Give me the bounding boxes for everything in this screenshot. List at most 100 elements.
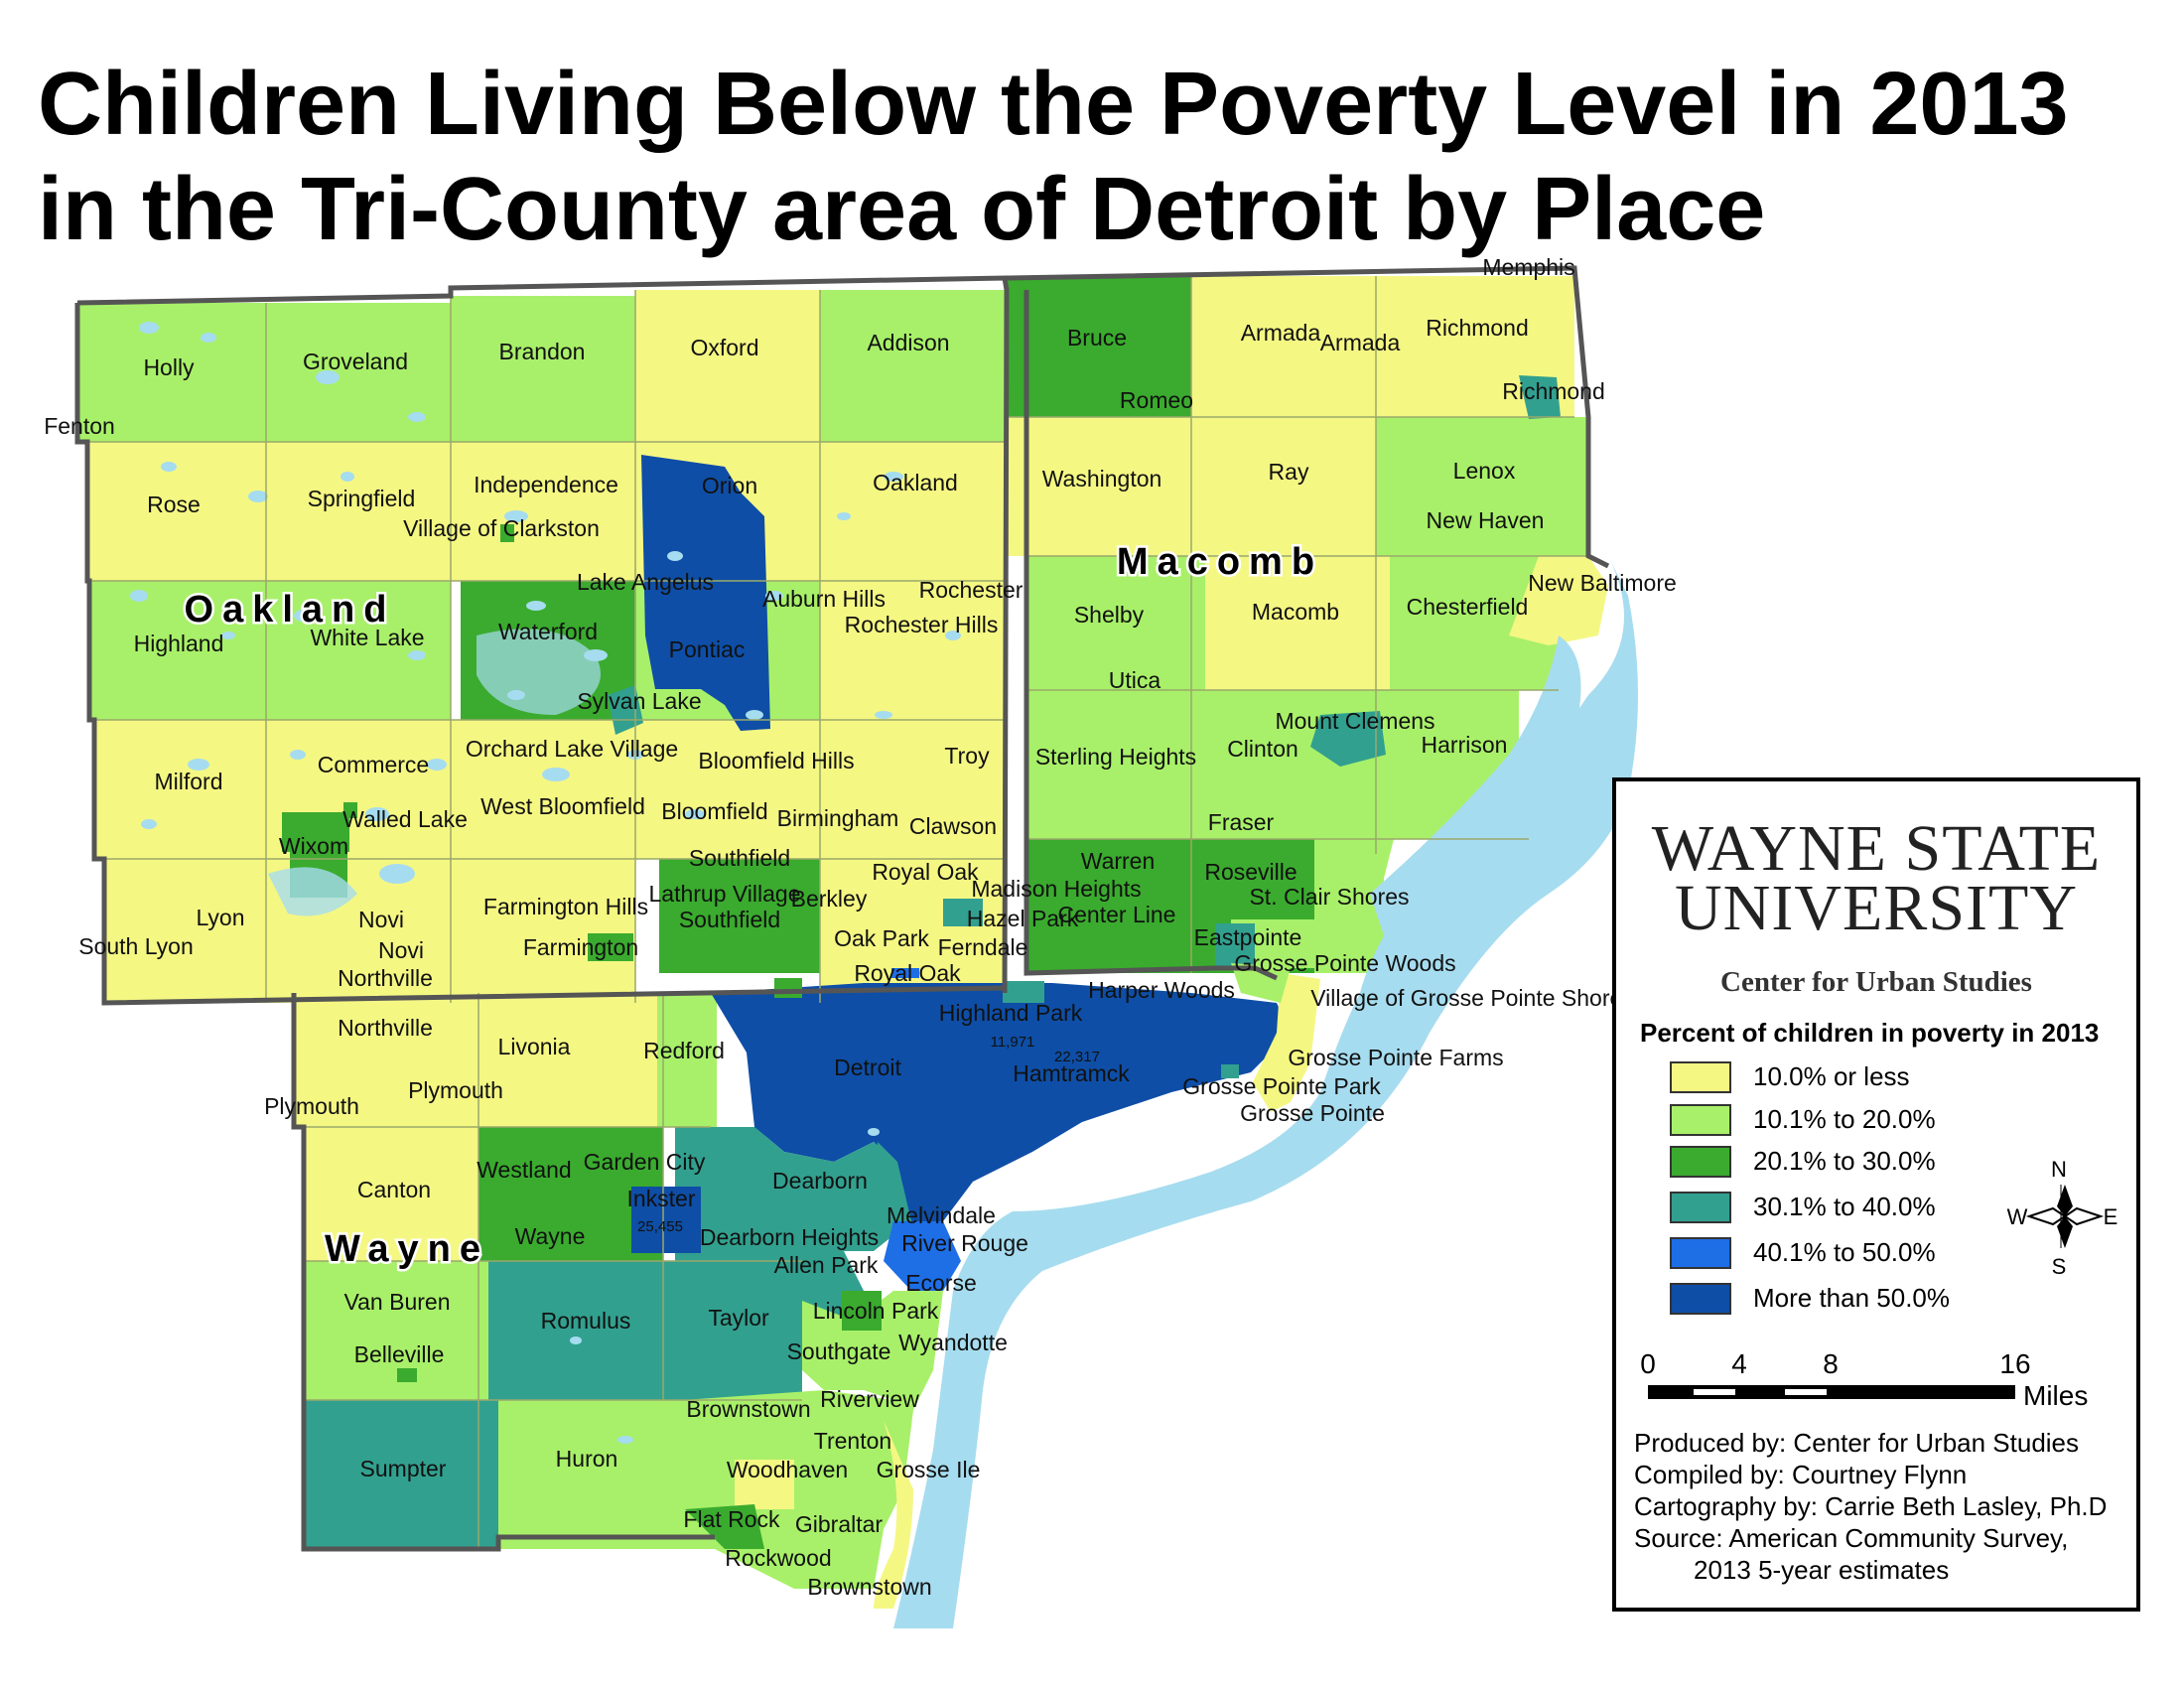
inland-lake — [221, 632, 235, 639]
region — [635, 720, 820, 859]
map-regions — [77, 276, 1608, 1589]
county-boundaries — [74, 265, 1610, 1552]
inland-lake — [290, 750, 306, 760]
place-label: Holly — [143, 354, 195, 380]
place-label: Rochester — [919, 577, 1024, 603]
legend-swatch — [1670, 1104, 1731, 1136]
region — [304, 1127, 478, 1261]
place-label: Gibraltar — [795, 1511, 884, 1537]
inland-lake — [341, 472, 354, 482]
place-label: Springfield — [308, 486, 416, 511]
credit-compiled: Compiled by: Courtney Flynn — [1634, 1460, 1968, 1489]
inland-lake — [365, 807, 389, 821]
region — [657, 993, 717, 1127]
region — [1221, 1064, 1239, 1078]
place-label: Clawson — [909, 813, 997, 839]
place-label: Ray — [1269, 459, 1309, 485]
place-label: Auburn Hills — [762, 586, 886, 612]
region — [1026, 839, 1205, 973]
place-label: Harper Woods — [1088, 977, 1235, 1003]
place-label: Oak Park — [834, 925, 929, 951]
legend-swatch — [1670, 1146, 1731, 1178]
region — [1191, 276, 1376, 417]
place-label: Grosse Pointe Farms — [1288, 1045, 1503, 1070]
region — [874, 1142, 911, 1221]
inland-lake — [837, 512, 851, 520]
region — [1026, 556, 1205, 690]
region — [282, 812, 349, 852]
inland-lake — [408, 412, 426, 422]
place-label: Flat Rock — [683, 1506, 780, 1532]
university-wordmark-line-2: UNIVERSITY — [1675, 872, 2078, 944]
place-label: Lathrup Village — [648, 881, 800, 907]
place-label: Grosse Pointe Park — [1182, 1073, 1381, 1099]
region — [735, 1460, 794, 1509]
legend-title: Percent of children in poverty in 2013 — [1640, 1018, 2100, 1048]
county-label: Wayne — [325, 1228, 489, 1270]
place-label: Harrison — [1422, 732, 1508, 758]
place-label: Walled Lake — [342, 806, 468, 832]
place-label: Melvindale — [887, 1202, 996, 1228]
credit-source: Source: American Community Survey, — [1634, 1523, 2069, 1553]
inland-lake — [248, 491, 268, 502]
place-label: Woodhaven — [727, 1457, 848, 1482]
region — [478, 993, 663, 1127]
region — [820, 720, 1005, 859]
population-label: 22,317 — [1054, 1049, 1100, 1065]
place-label: Wixom — [279, 833, 348, 859]
place-label: Orchard Lake Village — [466, 736, 678, 762]
place-label: Allen Park — [774, 1252, 879, 1278]
region — [608, 685, 643, 735]
region — [635, 290, 820, 442]
region — [266, 442, 451, 581]
legend-box: WAYNE STATE UNIVERSITY Center for Urban … — [1612, 777, 2140, 1612]
region — [802, 1291, 943, 1410]
place-label: Dearborn Heights — [700, 1224, 879, 1250]
place-label: Washington — [1042, 466, 1162, 492]
place-label: Clinton — [1227, 736, 1298, 762]
inland-lake — [884, 472, 903, 482]
place-label: Northville — [338, 965, 433, 991]
place-label: Commerce — [318, 752, 429, 777]
inland-lake — [868, 1128, 880, 1136]
region — [451, 296, 635, 442]
place-label: Huron — [556, 1446, 618, 1472]
compass-w-label: W — [2007, 1204, 2028, 1229]
county-boundary — [1006, 265, 1610, 569]
place-label: Belleville — [354, 1341, 445, 1367]
place-label: Livonia — [498, 1034, 571, 1059]
place-label: Macomb — [1252, 599, 1339, 625]
place-label: Fraser — [1208, 809, 1275, 835]
place-label: Grosse Pointe Woods — [1234, 950, 1455, 976]
place-label: Center Line — [1058, 902, 1176, 927]
place-label: Madison Heights — [971, 876, 1141, 902]
place-label: Westland — [477, 1157, 571, 1183]
place-label: Roseville — [1204, 859, 1297, 885]
credits: Produced by: Center for Urban Studies Co… — [1634, 1427, 2107, 1586]
place-label: Taylor — [708, 1305, 769, 1331]
place-label: Rockwood — [725, 1545, 831, 1571]
inland-lake — [201, 333, 216, 343]
inland-lake — [995, 1236, 1011, 1246]
credit-source-detail: 2013 5-year estimates — [1694, 1555, 1950, 1585]
inland-lake — [746, 710, 763, 720]
place-label: Novi — [378, 937, 424, 963]
place-label: Highland — [134, 631, 224, 656]
region — [1007, 417, 1191, 556]
county-label: Macomb — [1117, 541, 1323, 583]
title-line-1: Children Living Below the Poverty Level … — [38, 55, 2069, 154]
place-label: Hazel Park — [967, 906, 1079, 931]
inland-lake — [139, 322, 159, 334]
place-label: Sterling Heights — [1035, 744, 1196, 770]
legend-label: More than 50.0% — [1753, 1283, 1951, 1313]
place-label: Fenton — [44, 413, 115, 439]
place-label: Village of Clarkston — [403, 515, 600, 541]
region — [641, 455, 770, 731]
region — [77, 303, 266, 442]
scale-tick-label: 4 — [1731, 1348, 1747, 1379]
region — [631, 1187, 701, 1253]
place-label: Lake Angelus — [577, 569, 714, 595]
inland-lake — [685, 809, 705, 819]
region — [94, 720, 266, 859]
place-label: Farmington Hills — [483, 894, 648, 919]
